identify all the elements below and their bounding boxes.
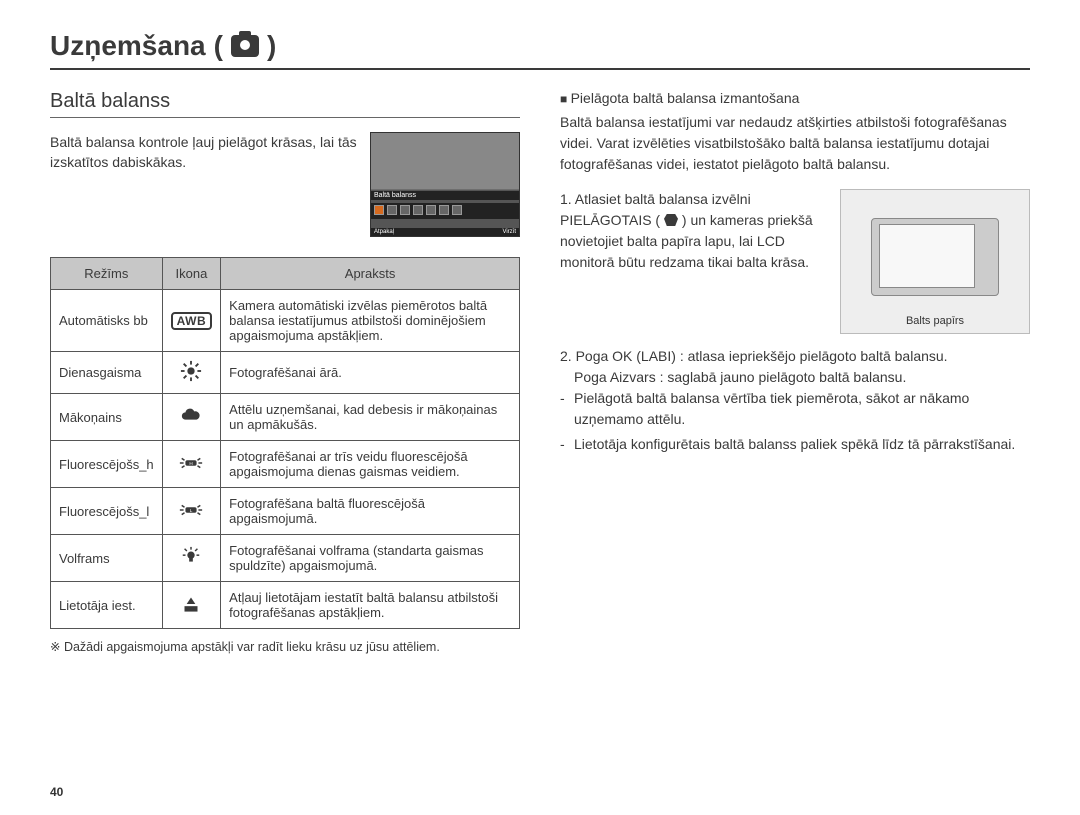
- diagram-caption: Balts papīrs: [841, 315, 1029, 327]
- th-mode: Režīms: [51, 258, 163, 290]
- title-paren-open: (: [214, 30, 223, 62]
- mode-cell: Dienasgaisma: [51, 352, 163, 394]
- table-row: Volframs Fotografēšanai volframa (standa…: [51, 535, 520, 582]
- desc-cell: Fotografēšanai ar trīs veidu fluorescējo…: [221, 441, 520, 488]
- camera-icon: [231, 35, 259, 57]
- lcd-preview: Baltā balanss Atpakaļ Virzīt: [370, 132, 520, 237]
- mode-cell: Automātisks bb: [51, 290, 163, 352]
- svg-text:H: H: [190, 460, 193, 465]
- step2-line1: 2. Poga OK (LABI) : atlasa iepriekšējo p…: [560, 346, 1030, 367]
- icon-custom: [162, 582, 221, 629]
- intro-text: Baltā balansa kontrole ļauj pielāgot krā…: [50, 132, 358, 173]
- desc-cell: Kamera automātiski izvēlas piemērotos ba…: [221, 290, 520, 352]
- icon-cloud: [162, 394, 221, 441]
- custom-wb-heading: Pielāgota baltā balansa izmantošana: [560, 90, 1030, 106]
- lcd-move: Virzīt: [502, 229, 516, 235]
- table-row: Dienasgaisma Fotografēšanai ārā.: [51, 352, 520, 394]
- step2-line2: Poga Aizvars : saglabā jauno pielāgoto b…: [560, 367, 1030, 388]
- icon-tungsten: [162, 535, 221, 582]
- mode-cell: Volframs: [51, 535, 163, 582]
- table-row: Mākoņains Attēlu uzņemšanai, kad debesis…: [51, 394, 520, 441]
- title-text: Uzņemšana: [50, 30, 206, 62]
- white-paper-diagram: Balts papīrs: [840, 189, 1030, 334]
- table-row: Fluorescējošs_l L Fotografēšana baltā fl…: [51, 488, 520, 535]
- footnote: ※ Dažādi apgaismojuma apstākļi var radīt…: [50, 639, 520, 654]
- table-row: Lietotāja iest. Atļauj lietotājam iestat…: [51, 582, 520, 629]
- desc-cell: Atļauj lietotājam iestatīt baltā balansu…: [221, 582, 520, 629]
- mode-cell: Fluorescējošs_h: [51, 441, 163, 488]
- table-row: Automātisks bb AWB Kamera automātiski iz…: [51, 290, 520, 352]
- page-title: Uzņemšana ( ): [50, 30, 1030, 70]
- lcd-icon-row: [371, 203, 519, 219]
- th-icon: Ikona: [162, 258, 221, 290]
- icon-awb: AWB: [162, 290, 221, 352]
- bullet1: Pielāgotā baltā balansa vērtība tiek pie…: [574, 388, 1030, 430]
- th-desc: Apraksts: [221, 258, 520, 290]
- table-row: Fluorescējošs_h H Fotografēšanai ar trīs…: [51, 441, 520, 488]
- section-title: Baltā balanss: [50, 90, 520, 118]
- svg-text:L: L: [190, 507, 193, 512]
- lcd-menu-label: Baltā balanss: [371, 191, 519, 200]
- icon-fluorescent-h: H: [162, 441, 221, 488]
- step1-text: 1. Atlasiet baltā balansa izvēlni PIELĀG…: [560, 189, 826, 273]
- desc-cell: Attēlu uzņemšanai, kad debesis ir mākoņa…: [221, 394, 520, 441]
- icon-fluorescent-l: L: [162, 488, 221, 535]
- page-number: 40: [50, 785, 63, 799]
- mode-cell: Mākoņains: [51, 394, 163, 441]
- custom-set-icon: [664, 214, 678, 226]
- custom-wb-para: Baltā balansa iestatījumi var nedaudz at…: [560, 112, 1030, 175]
- desc-cell: Fotografēšana baltā fluorescējošā apgais…: [221, 488, 520, 535]
- desc-cell: Fotografēšanai ārā.: [221, 352, 520, 394]
- wb-table: Režīms Ikona Apraksts Automātisks bb AWB…: [50, 257, 520, 629]
- bullet2: Lietotāja konfigurētais baltā balanss pa…: [574, 434, 1015, 455]
- desc-cell: Fotografēšanai volframa (standarta gaism…: [221, 535, 520, 582]
- mode-cell: Fluorescējošs_l: [51, 488, 163, 535]
- title-paren-close: ): [267, 30, 276, 62]
- lcd-back: Atpakaļ: [374, 229, 394, 235]
- icon-sun: [162, 352, 221, 394]
- mode-cell: Lietotāja iest.: [51, 582, 163, 629]
- lcd-bottom-bar: Atpakaļ Virzīt: [371, 228, 519, 236]
